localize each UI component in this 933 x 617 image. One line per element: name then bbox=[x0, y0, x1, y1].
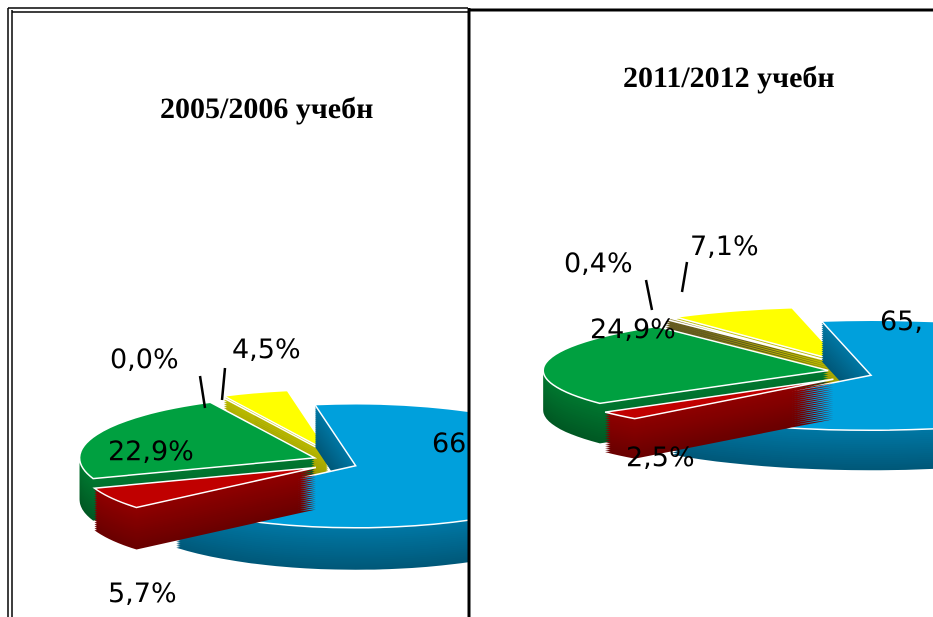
slice-side-layer bbox=[220, 406, 326, 463]
data-label: 4,5% bbox=[232, 334, 301, 365]
slice-side bbox=[605, 381, 834, 459]
panel-border bbox=[7, 7, 933, 617]
slice-side-layer bbox=[220, 404, 326, 461]
data-label: 66 bbox=[432, 428, 466, 459]
slice-side-layer bbox=[220, 400, 326, 457]
leader-line bbox=[644, 279, 654, 311]
data-label: 65, bbox=[880, 306, 923, 337]
slice-side-layer bbox=[220, 402, 326, 459]
pie-slice bbox=[604, 378, 834, 420]
chart-panel: 2005/2006 учебн 66 5,7% 22,9% 0,0% 4,5% bbox=[78, 92, 468, 609]
slice-side-layer bbox=[665, 322, 837, 368]
pie-slice bbox=[78, 401, 318, 480]
data-label: 22,9% bbox=[108, 436, 194, 467]
pie-slice bbox=[665, 317, 838, 364]
chart-title: 2011/2012 учебн bbox=[623, 61, 835, 94]
data-label: 5,7% bbox=[108, 578, 177, 609]
leader-line bbox=[220, 367, 227, 401]
chart-title: 2005/2006 учебн bbox=[160, 92, 373, 125]
pie-slice bbox=[221, 389, 329, 453]
data-label: 2,5% bbox=[626, 442, 695, 473]
leader-line bbox=[198, 375, 207, 409]
pie-slice bbox=[218, 395, 326, 453]
data-label: 24,9% bbox=[590, 314, 676, 345]
pie-slice bbox=[542, 325, 829, 405]
pie-slice bbox=[92, 466, 317, 509]
chart-panel: 2011/2012 учебн 65, 2,5% 24,9% 0,4% 7,1% bbox=[542, 61, 933, 473]
pie-slice bbox=[675, 306, 844, 364]
slice-side-layer bbox=[665, 320, 837, 366]
data-label: 0,4% bbox=[564, 248, 633, 279]
leader-line bbox=[680, 261, 689, 293]
slice-side-layer bbox=[665, 324, 837, 370]
slice-side-layer bbox=[665, 326, 837, 372]
data-label: 0,0% bbox=[110, 344, 179, 375]
slice-side-layer bbox=[220, 398, 326, 455]
data-label: 7,1% bbox=[690, 231, 759, 262]
